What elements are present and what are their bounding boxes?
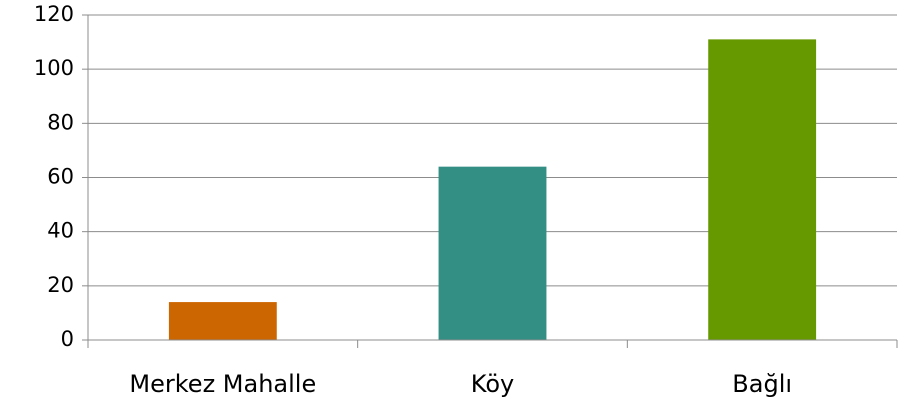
- y-tick-label: 40: [47, 219, 74, 243]
- bar: [708, 39, 817, 340]
- x-tick-label: Merkez Mahalle: [129, 370, 316, 398]
- y-tick-label: 100: [34, 56, 74, 80]
- y-tick-label: 120: [34, 2, 74, 26]
- x-tick-label: Bağlı: [732, 370, 792, 398]
- y-tick-label: 20: [47, 273, 74, 297]
- bar: [438, 166, 547, 340]
- y-tick-label: 60: [47, 165, 74, 189]
- y-tick-label: 80: [47, 110, 74, 134]
- x-tick-label: Köy: [471, 370, 514, 398]
- y-tick-label: 0: [61, 327, 74, 351]
- bar: [168, 302, 277, 340]
